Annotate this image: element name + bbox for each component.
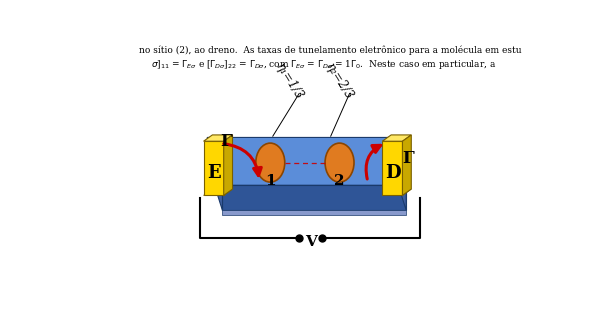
Text: $\sigma$]$_{11}$ = $\Gamma_{E\sigma}$ e [$\Gamma_{D\sigma}$]$_{22}$ = $\Gamma_{D: $\sigma$]$_{11}$ = $\Gamma_{E\sigma}$ e … bbox=[150, 58, 496, 71]
Polygon shape bbox=[382, 135, 411, 141]
Text: η₁=1/3: η₁=1/3 bbox=[273, 61, 305, 103]
Polygon shape bbox=[207, 137, 406, 185]
Polygon shape bbox=[204, 141, 224, 195]
Polygon shape bbox=[222, 185, 406, 211]
FancyArrowPatch shape bbox=[224, 144, 261, 176]
FancyArrowPatch shape bbox=[366, 145, 381, 179]
Polygon shape bbox=[391, 137, 406, 211]
Text: V: V bbox=[305, 235, 316, 249]
Text: no sítio (2), ao dreno.  As taxas de tunelamento eletrônico para a molécula em e: no sítio (2), ao dreno. As taxas de tune… bbox=[139, 46, 522, 55]
Text: E: E bbox=[207, 164, 221, 182]
Text: 2: 2 bbox=[335, 174, 345, 188]
Polygon shape bbox=[204, 189, 233, 195]
Ellipse shape bbox=[256, 143, 285, 182]
Text: D: D bbox=[385, 164, 401, 182]
Polygon shape bbox=[382, 189, 411, 195]
Ellipse shape bbox=[325, 143, 354, 182]
Polygon shape bbox=[207, 137, 222, 211]
Polygon shape bbox=[402, 135, 411, 195]
Text: 1: 1 bbox=[265, 174, 276, 188]
Text: Γ: Γ bbox=[221, 133, 232, 150]
Polygon shape bbox=[224, 135, 233, 195]
Text: Γ: Γ bbox=[402, 150, 415, 167]
Polygon shape bbox=[204, 135, 233, 141]
Polygon shape bbox=[222, 211, 406, 215]
Polygon shape bbox=[382, 141, 402, 195]
Text: η₂=2/3: η₂=2/3 bbox=[323, 61, 356, 103]
